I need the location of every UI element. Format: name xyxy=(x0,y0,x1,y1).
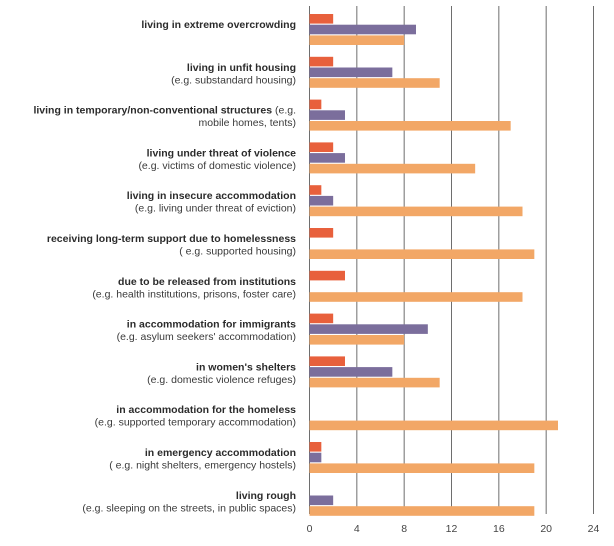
category-label-line: living in insecure accommodation xyxy=(127,190,296,202)
category-name: in accommodation for immigrants xyxy=(127,319,296,331)
bar-series-2 xyxy=(309,110,345,120)
category-detail: ( e.g. night shelters, emergency hostels… xyxy=(109,460,296,472)
category-label: living in insecure accommodation(e.g. li… xyxy=(127,190,296,215)
bar-series-3 xyxy=(309,249,535,259)
bar-series-1 xyxy=(309,185,322,195)
category-label: living in unfit housing(e.g. substandard… xyxy=(171,62,296,87)
category-label-line: living in extreme overcrowding xyxy=(141,19,296,31)
category-detail: (e.g. supported temporary accommodation) xyxy=(95,417,296,429)
category-label: in women's shelters(e.g. domestic violen… xyxy=(147,361,296,386)
category-name: living under threat of violence xyxy=(147,147,297,159)
category-label-line: due to be released from institutions xyxy=(118,276,296,288)
bar-series-3 xyxy=(309,506,535,516)
category-name: receiving long-term support due to homel… xyxy=(47,233,296,245)
bar-series-1 xyxy=(309,142,334,152)
bar-series-3 xyxy=(309,292,523,302)
bar-series-2 xyxy=(309,67,393,78)
category-label-line: in emergency accommodation xyxy=(145,447,296,459)
bar-series-3 xyxy=(309,78,440,88)
category-label: living rough(e.g. sleeping on the street… xyxy=(82,490,296,515)
bar-series-1 xyxy=(309,228,334,238)
category-label-line: in accommodation for immigrants xyxy=(127,319,296,331)
x-tick-label: 16 xyxy=(493,523,505,535)
bar-series-2 xyxy=(309,367,393,377)
category-name: living in insecure accommodation xyxy=(127,190,296,202)
category-detail: (e.g. health institutions, prisons, fost… xyxy=(92,288,296,300)
gridlines xyxy=(309,6,594,514)
category-name: living in extreme overcrowding xyxy=(141,19,296,31)
category-name: due to be released from institutions xyxy=(118,276,296,288)
bar-series-2 xyxy=(309,24,416,35)
bar-series-2 xyxy=(309,153,345,163)
bar-series-3 xyxy=(309,420,558,431)
category-detail: mobile homes, tents) xyxy=(199,117,296,129)
bar-series-3 xyxy=(309,35,405,45)
bar-series-1 xyxy=(309,14,334,24)
category-detail: (e.g. living under threat of eviction) xyxy=(135,203,296,215)
category-label-line: living under threat of violence xyxy=(147,147,297,159)
bar-series-2 xyxy=(309,324,428,334)
category-label: living in extreme overcrowding xyxy=(141,19,296,31)
category-label-line: living in unfit housing xyxy=(187,62,296,74)
category-name: in accommodation for the homeless xyxy=(116,404,296,416)
category-label-line: living in temporary/non-conventional str… xyxy=(33,105,296,117)
category-label: due to be released from institutions(e.g… xyxy=(92,276,296,301)
category-detail: (e.g. sleeping on the streets, in public… xyxy=(82,502,296,514)
category-detail: (e.g. victims of domestic violence) xyxy=(138,160,296,172)
category-name: in women's shelters xyxy=(196,361,296,373)
bar-series-1 xyxy=(309,313,334,324)
category-label-line: living rough xyxy=(236,490,296,502)
bar-series-3 xyxy=(309,206,523,217)
bar-series-1 xyxy=(309,56,334,67)
category-detail: (e.g. asylum seekers' accommodation) xyxy=(117,331,296,343)
bar-series-1 xyxy=(309,356,345,366)
category-name: living rough xyxy=(236,490,296,502)
x-tick-label: 4 xyxy=(354,523,360,535)
category-name: in emergency accommodation xyxy=(145,447,296,459)
x-tick-label: 8 xyxy=(401,523,407,535)
category-label: in accommodation for immigrants(e.g. asy… xyxy=(117,319,297,344)
category-label-line: in women's shelters xyxy=(196,361,296,373)
bar-series-3 xyxy=(309,163,476,174)
bar-series-1 xyxy=(309,99,322,110)
category-label: living in temporary/non-conventional str… xyxy=(33,105,296,130)
category-detail: (e.g. domestic violence refuges) xyxy=(147,374,296,386)
category-detail: (e.g. substandard housing) xyxy=(171,74,296,86)
x-tick-label: 20 xyxy=(540,523,552,535)
category-detail-inline: (e.g. xyxy=(272,105,296,117)
bar-series-2 xyxy=(309,452,322,463)
category-label: in accommodation for the homeless(e.g. s… xyxy=(95,404,297,429)
bar-series-1 xyxy=(309,442,322,452)
bars xyxy=(309,14,558,516)
category-label: in emergency accommodation( e.g. night s… xyxy=(109,447,296,472)
bar-series-1 xyxy=(309,270,345,281)
x-tick-label: 0 xyxy=(307,523,313,535)
x-tick-label: 12 xyxy=(446,523,458,535)
bar-series-3 xyxy=(309,121,511,131)
category-label: receiving long-term support due to homel… xyxy=(47,233,296,258)
bar-series-2 xyxy=(309,495,334,506)
bar-series-2 xyxy=(309,195,334,206)
x-tick-label: 24 xyxy=(588,523,600,535)
category-name: living in unfit housing xyxy=(187,62,296,74)
bar-series-3 xyxy=(309,335,405,345)
bar-series-3 xyxy=(309,463,535,473)
bar-series-3 xyxy=(309,377,440,388)
category-detail: ( e.g. supported housing) xyxy=(179,246,296,258)
category-name: living in temporary/non-conventional str… xyxy=(33,105,272,117)
category-label: living under threat of violence(e.g. vic… xyxy=(138,147,296,172)
category-label-line: receiving long-term support due to homel… xyxy=(47,233,296,245)
category-label-line: in accommodation for the homeless xyxy=(116,404,296,416)
x-axis-tick-labels: 0 4 8 12 16 20 24 xyxy=(307,523,600,535)
category-labels: living in extreme overcrowding living in … xyxy=(33,19,296,514)
